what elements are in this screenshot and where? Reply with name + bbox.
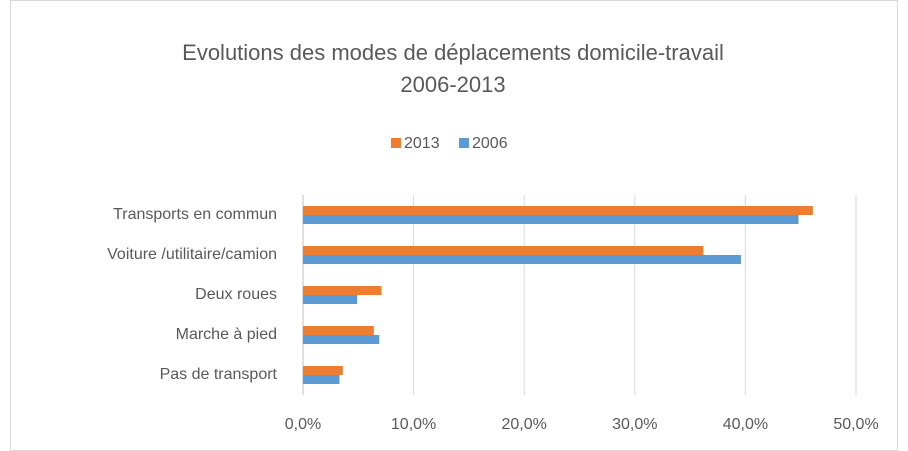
chart-border <box>10 0 898 451</box>
bar <box>303 206 813 215</box>
x-tick-label: 30,0% <box>612 416 657 433</box>
bar <box>303 246 704 255</box>
x-tick-label: 0,0% <box>285 416 321 433</box>
y-tick-label: Transports en commun <box>113 206 277 223</box>
legend-label: 2013 <box>404 135 440 152</box>
legend-label: 2006 <box>472 135 508 152</box>
bar <box>303 215 799 224</box>
chart-title: Evolutions des modes de déplacements dom… <box>182 40 724 65</box>
y-tick-label: Marche à pied <box>176 326 277 343</box>
bar <box>303 335 380 344</box>
bar <box>303 375 340 384</box>
legend-swatch <box>391 138 401 148</box>
x-tick-label: 50,0% <box>833 416 878 433</box>
bar <box>303 366 343 375</box>
bar <box>303 255 741 264</box>
chart-title: 2006-2013 <box>400 72 505 97</box>
x-tick-label: 20,0% <box>502 416 547 433</box>
y-tick-label: Deux roues <box>195 286 277 303</box>
bar <box>303 295 358 304</box>
x-tick-label: 40,0% <box>723 416 768 433</box>
y-tick-label: Voiture /utilitaire/camion <box>107 246 277 263</box>
legend-swatch <box>459 138 469 148</box>
bar <box>303 326 374 335</box>
bar <box>303 286 382 295</box>
x-tick-label: 10,0% <box>391 416 436 433</box>
y-tick-label: Pas de transport <box>160 366 278 383</box>
